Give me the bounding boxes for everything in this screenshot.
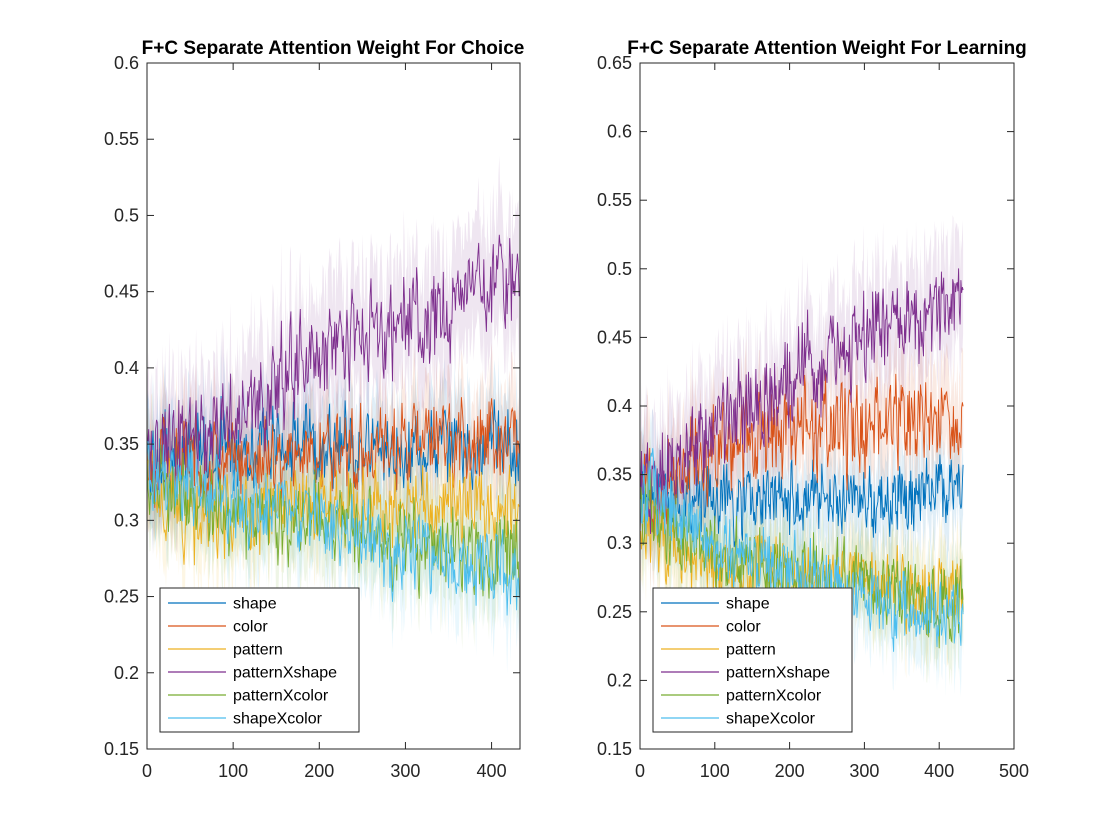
y-tick-label: 0.2 bbox=[114, 663, 139, 683]
legend: shape color pattern patternXshape patternXco… bbox=[159, 587, 360, 733]
series-line-shape bbox=[639, 454, 964, 548]
legend-item-shape: shape bbox=[661, 596, 770, 613]
y-tick-label: 0.65 bbox=[597, 53, 632, 73]
y-tick-label: 0.25 bbox=[104, 587, 139, 607]
series-band-shape bbox=[640, 406, 964, 598]
y-tick-label: 0.3 bbox=[607, 533, 632, 553]
y-tick-label: 0.55 bbox=[104, 129, 139, 149]
x-tick-label: 0 bbox=[142, 761, 152, 781]
legend-label: pattern bbox=[726, 642, 776, 659]
legend-item-shapeXcolor: shapeXcolor bbox=[661, 711, 816, 728]
legend-label: color bbox=[726, 619, 761, 636]
x-tick-label: 400 bbox=[477, 761, 507, 781]
series-line-patternXshape bbox=[639, 268, 964, 535]
y-tick-label: 0.4 bbox=[607, 396, 632, 416]
legend-label: color bbox=[233, 619, 268, 636]
legend-label: pattern bbox=[233, 642, 283, 659]
series-band-color bbox=[640, 316, 964, 589]
chart-title: F+C Separate Attention Weight For Choice bbox=[142, 38, 525, 59]
legend-box bbox=[159, 587, 360, 733]
series-line-color bbox=[639, 372, 964, 535]
y-tick-label: 0.5 bbox=[607, 259, 632, 279]
legend-label: shape bbox=[726, 596, 770, 613]
legend-item-patternXcolor: patternXcolor bbox=[661, 688, 822, 705]
y-tick-label: 0.5 bbox=[114, 205, 139, 225]
x-tick-label: 100 bbox=[218, 761, 248, 781]
y-tick-label: 0.6 bbox=[114, 53, 139, 73]
plot-frame bbox=[146, 62, 521, 750]
series-line-color bbox=[146, 397, 520, 508]
legend-item-pattern: pattern bbox=[661, 642, 776, 659]
legend-label: patternXcolor bbox=[726, 688, 822, 705]
legend-label: patternXcolor bbox=[233, 688, 329, 705]
series-band-color bbox=[147, 342, 520, 555]
legend-label: shapeXcolor bbox=[233, 711, 323, 728]
series-line-patternXshape bbox=[146, 234, 520, 492]
legend-box bbox=[652, 587, 853, 733]
y-tick-label: 0.3 bbox=[114, 510, 139, 530]
legend-item-color: color bbox=[661, 619, 761, 636]
x-tick-label: 0 bbox=[635, 761, 645, 781]
x-tick-label: 500 bbox=[999, 761, 1029, 781]
y-tick-label: 0.25 bbox=[597, 602, 632, 622]
legend-label: shape bbox=[233, 596, 277, 613]
legend: shape color pattern patternXshape patternXco… bbox=[652, 587, 853, 733]
y-tick-label: 0.2 bbox=[607, 670, 632, 690]
legend-label: shapeXcolor bbox=[726, 711, 816, 728]
legend-item-patternXshape: patternXshape bbox=[168, 665, 337, 682]
x-tick-label: 200 bbox=[775, 761, 805, 781]
chart-title: F+C Separate Attention Weight For Learni… bbox=[627, 38, 1027, 59]
legend-item-patternXshape: patternXshape bbox=[661, 665, 830, 682]
legend-item-pattern: pattern bbox=[168, 642, 283, 659]
legend-label: patternXshape bbox=[726, 665, 830, 682]
y-tick-label: 0.35 bbox=[597, 465, 632, 485]
y-tick-label: 0.35 bbox=[104, 434, 139, 454]
y-tick-label: 0.15 bbox=[597, 739, 632, 759]
legend-item-patternXcolor: patternXcolor bbox=[168, 688, 329, 705]
y-tick-label: 0.45 bbox=[597, 327, 632, 347]
y-tick-label: 0.45 bbox=[104, 282, 139, 302]
x-tick-label: 200 bbox=[304, 761, 334, 781]
x-tick-label: 100 bbox=[700, 761, 730, 781]
y-tick-label: 0.15 bbox=[104, 739, 139, 759]
y-tick-label: 0.4 bbox=[114, 358, 139, 378]
x-tick-label: 400 bbox=[924, 761, 954, 781]
legend-label: patternXshape bbox=[233, 665, 337, 682]
series-band-patternXcolor bbox=[640, 435, 964, 687]
chart-choice: F+C Separate Attention Weight For Choice… bbox=[104, 38, 524, 781]
chart-learning: F+C Separate Attention Weight For Learni… bbox=[597, 38, 1029, 781]
series-band-shapeXcolor bbox=[640, 407, 964, 697]
x-tick-label: 300 bbox=[849, 761, 879, 781]
series-line-shapeXcolor bbox=[146, 441, 520, 616]
legend-item-color: color bbox=[168, 619, 268, 636]
y-tick-label: 0.55 bbox=[597, 190, 632, 210]
x-tick-label: 300 bbox=[390, 761, 420, 781]
legend-item-shapeXcolor: shapeXcolor bbox=[168, 711, 323, 728]
series-line-patternXcolor bbox=[146, 444, 520, 599]
y-tick-label: 0.6 bbox=[607, 122, 632, 142]
legend-item-shape: shape bbox=[168, 596, 277, 613]
series-band-pattern bbox=[147, 392, 520, 612]
